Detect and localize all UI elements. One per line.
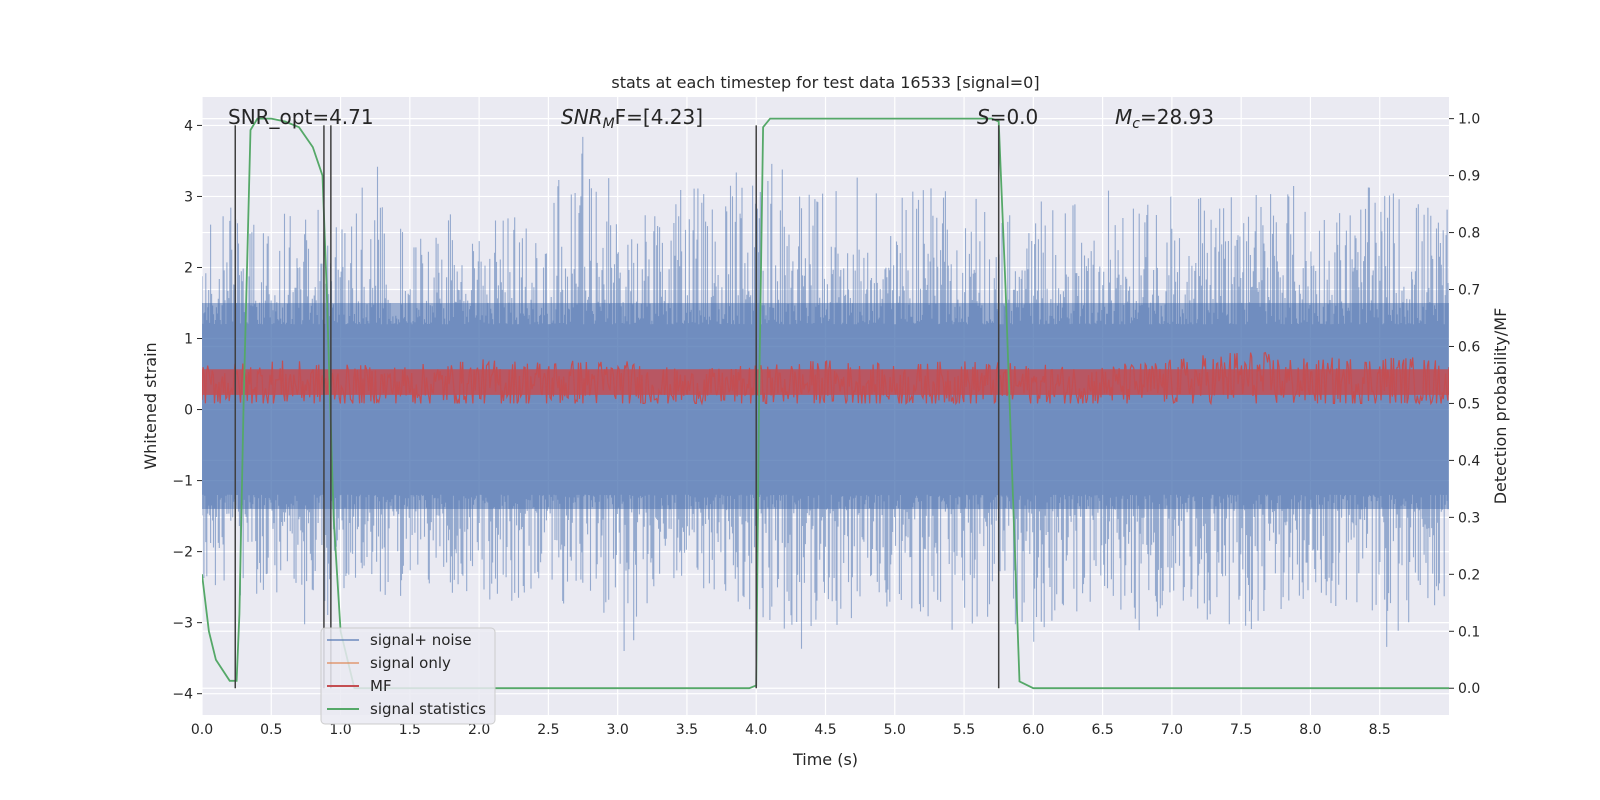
chart-title: stats at each timestep for test data 165…: [611, 73, 1039, 92]
right-tick-label: 0.3: [1458, 510, 1480, 526]
annotation-s-var: S: [977, 105, 990, 129]
right-tick-label: 0.9: [1458, 169, 1480, 185]
x-tick-label: 0.5: [260, 722, 282, 738]
right-tick-label: 0.5: [1458, 396, 1480, 412]
right-tick-label: 0.4: [1458, 453, 1480, 469]
right-tick-label: 0.7: [1458, 283, 1480, 299]
annotation-mc-var: M: [1115, 105, 1132, 129]
legend: signal+ noise signal only MF signal stat…: [320, 627, 496, 725]
x-tick-label: 7.5: [1230, 722, 1252, 738]
x-tick-label: 7.0: [1161, 722, 1183, 738]
legend-label-mf: MF: [370, 677, 392, 695]
annotation-snr-mf-sub: M: [603, 116, 615, 132]
annotation-snr-opt: SNR_opt=4.71: [228, 105, 374, 129]
y-tick-label: −2: [172, 545, 193, 561]
right-tick-label: 0.1: [1458, 624, 1480, 640]
right-tick-label: 0.6: [1458, 339, 1480, 355]
x-tick-labels: 0.0 0.5 1.0 1.5 2.0 2.5 3.0 3.5 4.0 4.5 5.0 5.5 6.0 6…: [191, 722, 1391, 738]
x-tick-label: 2.0: [468, 722, 490, 738]
x-tick-label: 8.0: [1299, 722, 1321, 738]
annotation-s: S=0.0: [977, 105, 1038, 129]
annotation-mc-value: =28.93: [1140, 105, 1214, 129]
annotation-s-value: =0.0: [990, 105, 1039, 129]
y-tick-label: −1: [172, 474, 193, 490]
x-tick-label: 6.5: [1091, 722, 1113, 738]
y-tick-label: 3: [184, 189, 193, 205]
x-tick-label: 1.0: [329, 722, 351, 738]
annotation-snr-mf: SNRMF=[4.23]: [561, 105, 703, 132]
x-tick-label: 4.5: [814, 722, 836, 738]
x-tick-label: 4.0: [745, 722, 767, 738]
y-axis-label: Whitened strain: [141, 342, 160, 469]
x-tick-label: 2.5: [537, 722, 559, 738]
right-axis-label: Detection probability/MF: [1491, 308, 1510, 505]
legend-label-signal-noise: signal+ noise: [370, 631, 472, 649]
y-tick-label: −4: [172, 687, 193, 703]
right-tick-label: 1.0: [1458, 112, 1480, 128]
y-tick-label: 0: [184, 403, 193, 419]
annotation-mc: Mc=28.93: [1115, 105, 1214, 132]
x-tick-label: 6.0: [1022, 722, 1044, 738]
y-tick-label: −3: [172, 616, 193, 632]
x-tick-label: 0.0: [191, 722, 213, 738]
series-layer: [202, 117, 1449, 690]
y-tick-label: 2: [184, 260, 193, 276]
x-tick-label: 3.0: [607, 722, 629, 738]
x-tick-label: 8.5: [1369, 722, 1391, 738]
x-tick-label: 3.5: [676, 722, 698, 738]
right-tick-label: 0.0: [1458, 681, 1480, 697]
x-axis-label: Time (s): [792, 750, 858, 769]
legend-label-signal-statistics: signal statistics: [370, 700, 486, 718]
x-tick-label: 5.5: [953, 722, 975, 738]
series-mf: [202, 351, 1449, 406]
right-tick-label: 0.8: [1458, 226, 1480, 242]
annotation-snr-mf-tail: F=[4.23]: [615, 105, 703, 129]
x-tick-label: 5.0: [884, 722, 906, 738]
y-tick-labels: 4 3 2 1 0 −1 −2 −3 −4: [172, 118, 202, 703]
annotation-mc-sub: c: [1132, 116, 1140, 132]
x-tick-label: 1.5: [399, 722, 421, 738]
right-tick-label: 0.2: [1458, 567, 1480, 583]
legend-label-signal-only: signal only: [370, 654, 451, 672]
y-tick-label: 4: [184, 118, 193, 134]
legend-box: [320, 627, 496, 725]
right-tick-labels: 1.0 0.9 0.8 0.7 0.6 0.5 0.4 0.3 0.2 0.1 0.0: [1449, 112, 1480, 697]
y-tick-label: 1: [184, 332, 193, 348]
annotation-snr-mf-base: SNR: [561, 105, 603, 129]
series-signal-noise: [202, 136, 1449, 651]
